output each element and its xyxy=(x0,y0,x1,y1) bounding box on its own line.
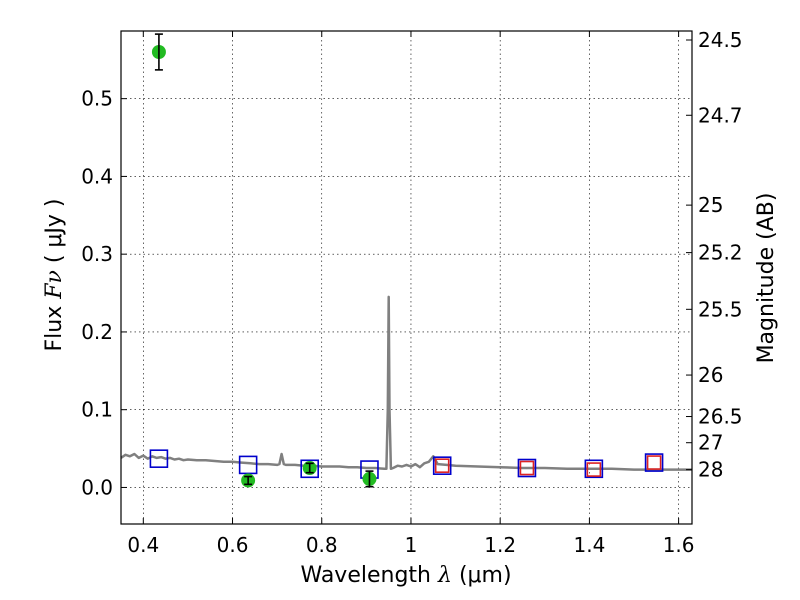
plot-frame xyxy=(120,30,693,525)
model-band-marker-red xyxy=(434,458,450,473)
y2-tick-label: 25.5 xyxy=(698,297,743,321)
y2-tick-label: 28 xyxy=(698,458,723,482)
x-axis-label: Wavelength λ (μm) xyxy=(300,563,511,588)
y-tick-label: 0.2 xyxy=(81,320,113,344)
y2-tick-label: 26.5 xyxy=(698,405,743,429)
model-band-marker xyxy=(300,459,319,479)
y2-tick-label: 26 xyxy=(698,363,723,387)
y-tick-label: 0.5 xyxy=(81,87,113,111)
x-tick-label: 1.6 xyxy=(663,533,695,557)
x-tick-label: 0.4 xyxy=(127,533,159,557)
model-band-marker xyxy=(238,455,258,475)
y-tick-label: 0.4 xyxy=(81,164,113,188)
model-band-marker xyxy=(432,456,452,475)
data-markers xyxy=(149,33,664,488)
x-tick-label: 0.8 xyxy=(306,533,338,557)
y2-tick-label: 27 xyxy=(698,431,723,455)
y2-tick-label: 25.2 xyxy=(698,241,743,265)
x-tick-label: 1 xyxy=(405,533,418,557)
y-tick-label: 0.1 xyxy=(81,398,113,422)
model-band-marker xyxy=(644,453,664,472)
x-tick-label: 1.2 xyxy=(484,533,516,557)
y2-tick-label: 24.7 xyxy=(698,103,743,127)
x-tick-label: 1.4 xyxy=(573,533,605,557)
grid-lines xyxy=(121,31,692,524)
y-tick-label: 0.0 xyxy=(81,475,113,499)
model-band-marker xyxy=(584,459,604,479)
model-band-marker xyxy=(517,458,537,478)
model-band-marker-red xyxy=(646,455,662,470)
y2-axis-label: Magnitude (AB) xyxy=(754,193,779,364)
axis-ticks: 0.4 0.6 0.8 1 1.2 1.4 1.6 0.0 0.1 0.2 0.3 0.4 0.5 24.… xyxy=(81,28,742,557)
y-axis-label: Flux Fν ( μJy ) xyxy=(42,198,67,351)
y2-tick-label: 24.5 xyxy=(698,28,743,52)
y2-tick-label: 25 xyxy=(698,193,723,217)
model-band-marker-red xyxy=(519,460,535,476)
y-tick-label: 0.3 xyxy=(81,242,113,266)
model-band-marker xyxy=(149,449,169,468)
x-tick-label: 0.6 xyxy=(217,533,249,557)
model-band-marker-red xyxy=(586,462,602,477)
